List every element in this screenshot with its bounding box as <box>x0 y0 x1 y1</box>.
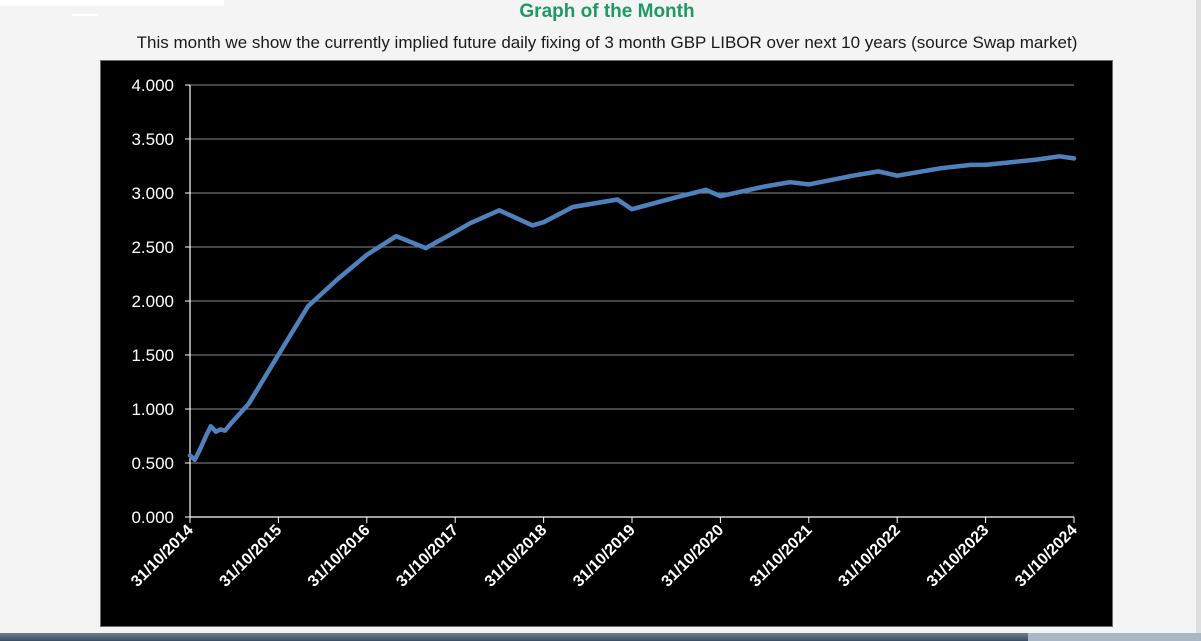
bottom-status-bar-segment <box>1028 633 1201 641</box>
x-tick-label: 31/10/2019 <box>570 522 639 591</box>
x-tick-label: 31/10/2023 <box>924 522 993 591</box>
line-chart: 0.000 0.500 1.000 1.500 2.000 2.500 3.000 3.500… <box>128 76 1081 591</box>
page-subtitle: This month we show the currently implied… <box>136 33 1078 52</box>
y-tick-label: 4.000 <box>131 76 174 95</box>
slide-dash-mark <box>72 14 98 16</box>
libor-forward-line <box>187 154 1077 463</box>
y-tick-label: 3.500 <box>131 130 174 149</box>
x-tick-label: 31/10/2017 <box>393 522 462 591</box>
y-tick-label: 1.000 <box>131 400 174 419</box>
y-tick-label: 2.000 <box>131 292 174 311</box>
x-tick-label: 31/10/2024 <box>1012 522 1081 591</box>
window-right-edge <box>1196 0 1201 641</box>
chart-area: 0.000 0.500 1.000 1.500 2.000 2.500 3.000 3.500… <box>100 60 1113 627</box>
y-tick-label: 1.500 <box>131 346 174 365</box>
y-tick-label: 3.000 <box>131 184 174 203</box>
x-tick-label: 31/10/2015 <box>217 522 286 591</box>
x-tick-label: 31/10/2021 <box>747 522 816 591</box>
bottom-status-bar <box>0 633 1201 641</box>
top-bar-segment <box>0 0 224 6</box>
y-tick-label: 2.500 <box>131 238 174 257</box>
y-tick-label: 0.500 <box>131 454 174 473</box>
y-tick-label: 0.000 <box>131 508 174 527</box>
x-tick-label: 31/10/2020 <box>659 522 728 591</box>
page-heading: Graph of the Month <box>519 1 695 22</box>
x-tick-label: 31/10/2014 <box>128 522 197 591</box>
x-tick-label: 31/10/2022 <box>835 522 904 591</box>
x-tick-label: 31/10/2016 <box>305 522 374 591</box>
x-tick-label: 31/10/2018 <box>482 522 551 591</box>
